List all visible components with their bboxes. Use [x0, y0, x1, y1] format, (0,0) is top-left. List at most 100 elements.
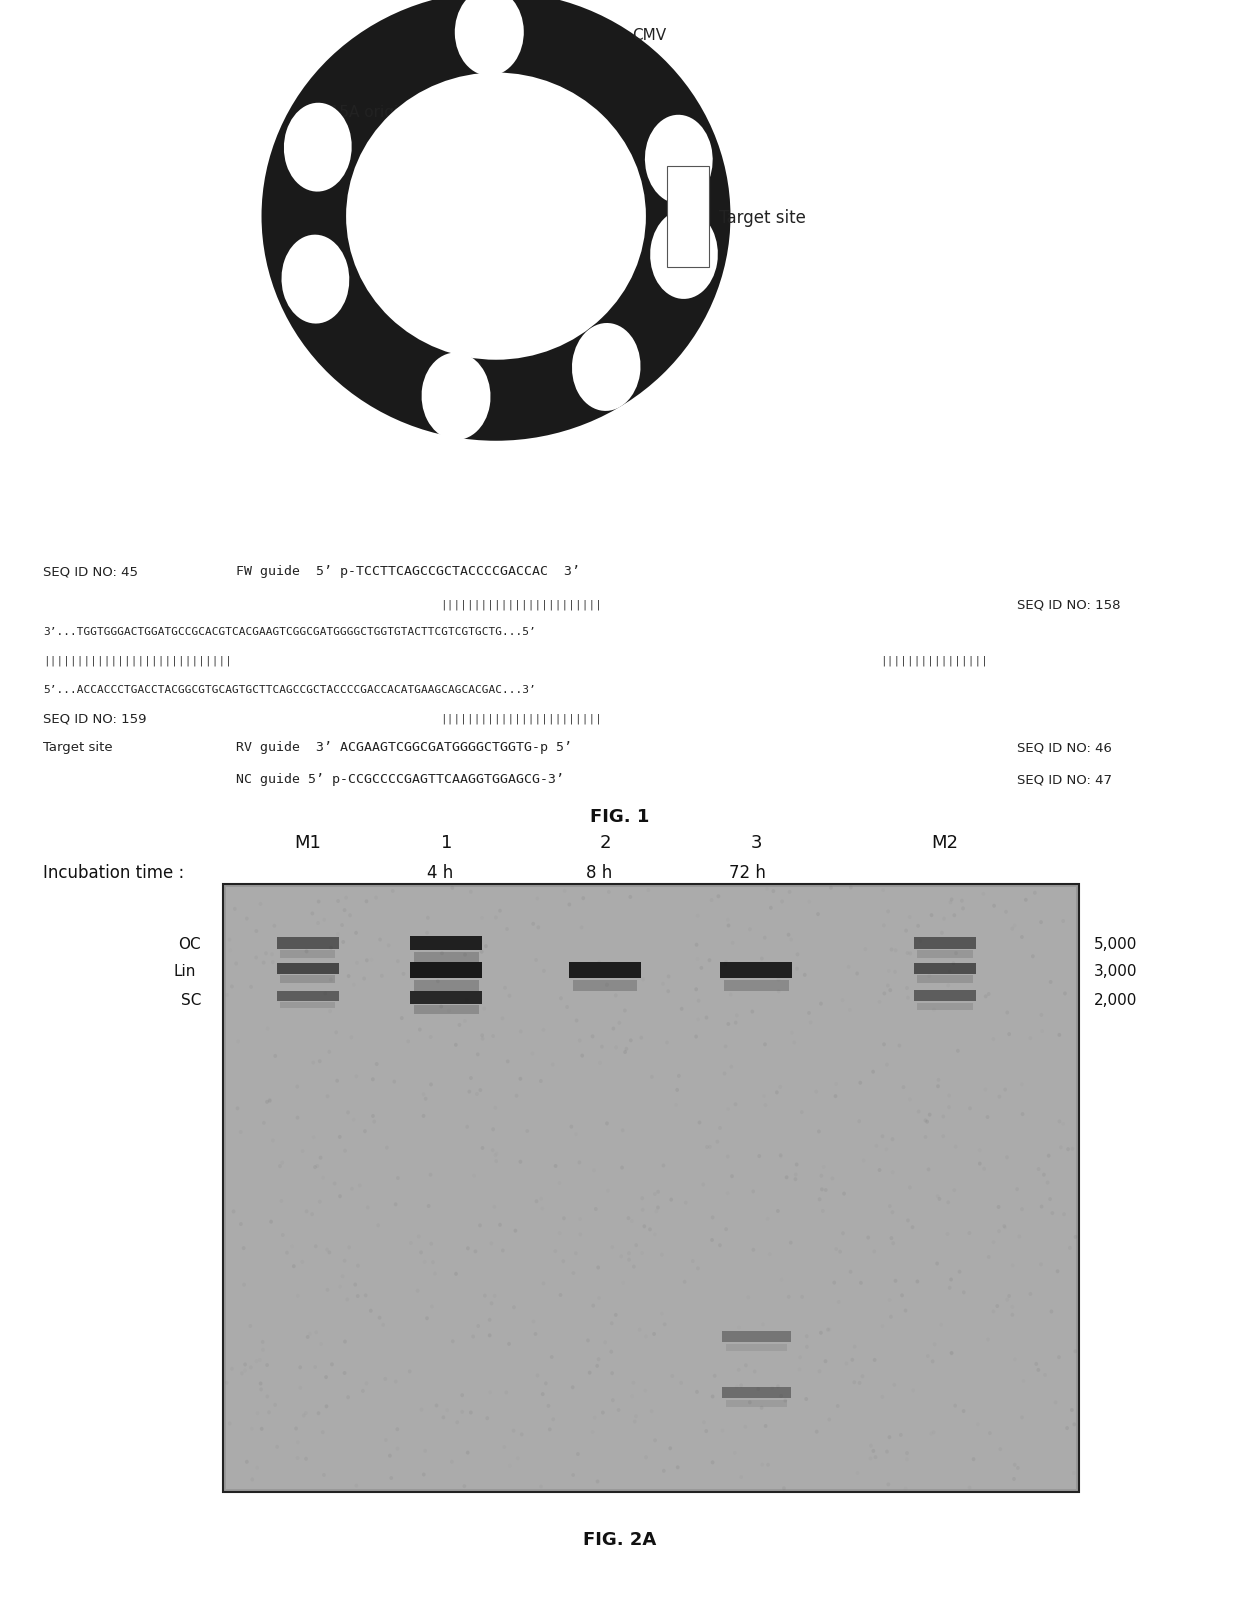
Ellipse shape	[419, 1250, 423, 1255]
Text: ||||||||||||||||||||||||||||: ||||||||||||||||||||||||||||	[43, 656, 232, 666]
Text: FW guide  5’ p-TCCTTCAGCCGCTACCCCGACCAC  3’: FW guide 5’ p-TCCTTCAGCCGCTACCCCGACCAC 3…	[236, 565, 579, 578]
Ellipse shape	[454, 1271, 458, 1276]
Text: ||||||||||||||||||||||||: ||||||||||||||||||||||||	[440, 714, 603, 724]
Ellipse shape	[356, 1294, 360, 1298]
Ellipse shape	[441, 1415, 445, 1420]
Ellipse shape	[1028, 1292, 1032, 1295]
Ellipse shape	[627, 1258, 631, 1262]
Ellipse shape	[936, 1084, 940, 1089]
Ellipse shape	[1063, 1212, 1066, 1217]
Ellipse shape	[460, 1393, 464, 1398]
Ellipse shape	[723, 1071, 727, 1076]
Ellipse shape	[869, 1444, 873, 1447]
Ellipse shape	[744, 1364, 748, 1367]
Ellipse shape	[451, 1340, 455, 1343]
Ellipse shape	[972, 1457, 976, 1462]
Ellipse shape	[427, 1204, 430, 1209]
Ellipse shape	[737, 1367, 740, 1372]
Ellipse shape	[598, 961, 601, 964]
Ellipse shape	[450, 1460, 454, 1463]
Ellipse shape	[588, 1370, 591, 1375]
Ellipse shape	[885, 983, 889, 988]
Ellipse shape	[275, 1444, 279, 1449]
Ellipse shape	[1050, 1210, 1054, 1215]
Ellipse shape	[1012, 1478, 1016, 1481]
Ellipse shape	[949, 900, 952, 905]
Ellipse shape	[954, 951, 957, 956]
Text: M2: M2	[931, 834, 959, 852]
Ellipse shape	[649, 1228, 652, 1231]
Ellipse shape	[260, 1340, 264, 1343]
Ellipse shape	[348, 913, 352, 917]
Ellipse shape	[852, 1380, 856, 1385]
Ellipse shape	[766, 1463, 770, 1467]
Bar	[722, 1332, 791, 1342]
Ellipse shape	[259, 901, 263, 906]
Ellipse shape	[982, 1167, 986, 1170]
Ellipse shape	[676, 1087, 680, 1092]
Ellipse shape	[429, 1174, 433, 1177]
Ellipse shape	[915, 1279, 919, 1284]
Ellipse shape	[422, 352, 491, 440]
Ellipse shape	[480, 949, 484, 954]
Ellipse shape	[269, 1220, 273, 1223]
Ellipse shape	[325, 1404, 329, 1409]
Ellipse shape	[711, 1215, 714, 1220]
Ellipse shape	[407, 1039, 410, 1044]
Ellipse shape	[858, 1081, 862, 1085]
Ellipse shape	[1043, 1374, 1047, 1377]
Ellipse shape	[769, 906, 773, 909]
Bar	[223, 884, 1079, 1492]
Ellipse shape	[997, 1206, 1001, 1209]
Ellipse shape	[578, 1039, 582, 1042]
Ellipse shape	[718, 1126, 722, 1130]
Text: 5,000: 5,000	[1094, 937, 1137, 953]
Ellipse shape	[789, 1241, 792, 1244]
Ellipse shape	[941, 1134, 945, 1138]
Ellipse shape	[534, 1199, 538, 1204]
Ellipse shape	[753, 1369, 756, 1374]
Ellipse shape	[713, 1374, 717, 1378]
Ellipse shape	[552, 1417, 556, 1422]
Ellipse shape	[787, 890, 791, 893]
Text: FIG. 1: FIG. 1	[590, 807, 650, 826]
Ellipse shape	[458, 1023, 461, 1026]
Ellipse shape	[894, 1279, 898, 1282]
Ellipse shape	[910, 1225, 914, 1230]
Ellipse shape	[802, 973, 806, 977]
Ellipse shape	[1070, 1407, 1074, 1412]
Ellipse shape	[455, 0, 523, 75]
Ellipse shape	[474, 1249, 477, 1254]
Ellipse shape	[231, 985, 234, 988]
Ellipse shape	[236, 1106, 239, 1111]
Ellipse shape	[471, 1335, 475, 1338]
Ellipse shape	[494, 916, 497, 919]
Ellipse shape	[708, 1145, 712, 1150]
Ellipse shape	[475, 1092, 479, 1097]
Bar	[573, 980, 637, 991]
Ellipse shape	[487, 1318, 491, 1322]
Ellipse shape	[343, 1340, 347, 1343]
Ellipse shape	[817, 1198, 821, 1201]
Ellipse shape	[872, 1449, 875, 1454]
Ellipse shape	[1073, 1422, 1076, 1426]
Ellipse shape	[335, 1079, 339, 1082]
Bar	[277, 962, 339, 973]
Ellipse shape	[572, 323, 641, 411]
Bar	[667, 165, 709, 267]
Ellipse shape	[888, 988, 892, 993]
Ellipse shape	[342, 1370, 346, 1375]
Ellipse shape	[885, 1449, 889, 1454]
Bar	[914, 938, 976, 948]
Ellipse shape	[335, 1031, 339, 1034]
Ellipse shape	[986, 1114, 990, 1119]
Ellipse shape	[900, 1294, 904, 1297]
Ellipse shape	[284, 102, 352, 192]
Ellipse shape	[299, 1366, 303, 1369]
Ellipse shape	[326, 1287, 330, 1292]
Ellipse shape	[336, 900, 340, 903]
Text: 3’...TGGTGGGACTGGATGCCGCACGTCACGAAGTCGGCGATGGGGCTGGTGTACTTCGTCGTGCTG...5’: 3’...TGGTGGGACTGGATGCCGCACGTCACGAAGTCGGC…	[43, 628, 536, 637]
Ellipse shape	[262, 1121, 265, 1126]
Ellipse shape	[246, 916, 249, 921]
Ellipse shape	[930, 913, 934, 917]
